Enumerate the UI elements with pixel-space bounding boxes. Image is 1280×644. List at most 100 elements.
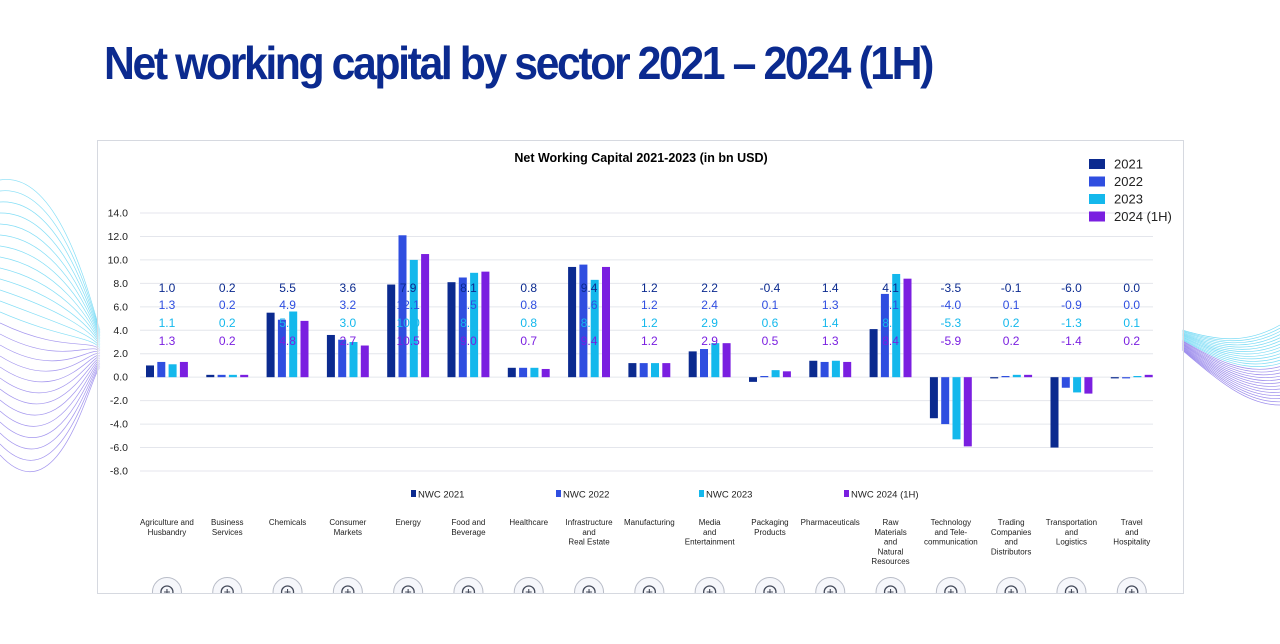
wave-line-left [0, 359, 101, 416]
legend-swatch [1089, 159, 1105, 169]
bar-nwc-2024-1h--cat-5 [481, 271, 490, 378]
data-labels: 1.0 1.3 1.1 1.3 0.2 0.2 0.2 0.2 5.5 4.9 5.6 4.8 3.6 3… [159, 281, 1141, 348]
data-label: 0.2 [1003, 316, 1020, 330]
y-tick-label: 2.0 [113, 348, 128, 360]
data-label: 2.4 [701, 298, 718, 312]
x-category-label: Travel and Hospitality [1113, 518, 1150, 547]
y-tick-label: 8.0 [113, 278, 128, 290]
wave-line-left [0, 358, 101, 405]
wave-line-right [1181, 338, 1280, 365]
bar-nwc-2021-cat-15 [1050, 377, 1059, 448]
x-category-label: Trading Companies and Distributors [991, 518, 1031, 556]
x-category-label: Infrastructure and Real Estate [565, 518, 613, 547]
bar-nwc-2022-cat-1 [217, 374, 226, 378]
box-icon [754, 577, 785, 593]
data-label: 1.2 [641, 316, 658, 330]
data-label: -0.4 [760, 281, 781, 295]
bar-nwc-2022-cat-3 [338, 339, 347, 378]
wave-line-left [0, 201, 101, 334]
data-label: 0.8 [520, 281, 537, 295]
data-label: 0.2 [1123, 334, 1140, 348]
data-label: 0.8 [520, 298, 537, 312]
data-label: 5.6 [279, 316, 296, 330]
bar-nwc-2021-cat-14 [990, 377, 999, 379]
data-label: 0.7 [520, 334, 537, 348]
data-label: 0.1 [1003, 298, 1020, 312]
legend-bottom-swatch [556, 490, 561, 497]
building-icon [574, 577, 605, 593]
bar-nwc-2021-cat-7 [568, 266, 577, 378]
grid-lines [140, 212, 1153, 472]
bar-nwc-2023-cat-11 [831, 360, 840, 378]
data-label: 0.1 [762, 298, 779, 312]
data-label: -0.1 [1001, 281, 1022, 295]
legend-top: 2021 2022 2023 2024 (1H) [1089, 157, 1172, 224]
legend-label: 2021 [1114, 157, 1143, 172]
bar-nwc-2022-cat-8 [639, 363, 648, 378]
data-label: 8.4 [882, 334, 899, 348]
bar-nwc-2023-cat-13 [952, 377, 961, 440]
data-label: 0.2 [219, 281, 236, 295]
data-label: 1.4 [822, 316, 839, 330]
bar-nwc-2021-cat-3 [326, 334, 335, 378]
bar-nwc-2024-1h--cat-11 [843, 361, 852, 378]
wave-line-right [1181, 340, 1280, 373]
bar-nwc-2022-cat-5 [458, 277, 467, 378]
camera-icon [694, 577, 725, 593]
bull-icon [151, 577, 182, 593]
bar-nwc-2024-1h--cat-8 [662, 363, 671, 378]
gear-icon [634, 577, 665, 593]
bar-nwc-2021-cat-2 [266, 312, 275, 378]
wave-line-right [1181, 324, 1280, 340]
bar-nwc-2022-cat-14 [1001, 376, 1010, 378]
data-label: -6.0 [1061, 281, 1082, 295]
bar-nwc-2021-cat-10 [749, 377, 757, 382]
data-label: 1.4 [822, 281, 839, 295]
data-label: 9.4 [581, 281, 598, 295]
wave-line-right [1181, 332, 1280, 346]
data-label: 1.2 [641, 281, 658, 295]
y-tick-label: -6.0 [110, 442, 128, 454]
data-label: 0.5 [762, 334, 779, 348]
legend-swatch [1089, 211, 1105, 222]
data-label: 3.2 [340, 298, 357, 312]
y-tick-label: 12.0 [108, 231, 129, 243]
wave-line-left [0, 223, 101, 337]
x-category-label: Food and Beverage [451, 518, 486, 537]
y-tick-label: -2.0 [110, 395, 128, 407]
y-tick-label: -8.0 [110, 466, 128, 478]
legend-label: 2022 [1114, 174, 1143, 189]
handshake-gear-icon [212, 577, 243, 593]
bar-nwc-2024-1h--cat-9 [722, 343, 731, 378]
data-label: 0.2 [219, 334, 236, 348]
x-category-label: Technology and Tele-communication [924, 518, 978, 547]
bar-nwc-2023-cat-4 [409, 259, 418, 378]
bar-nwc-2024-1h--cat-1 [240, 374, 249, 378]
x-category-label: Manufacturing [624, 518, 675, 527]
x-category-label: Consumer Markets [329, 518, 366, 537]
bar-nwc-2023-cat-1 [228, 374, 237, 378]
bar-nwc-2023-cat-8 [651, 363, 659, 378]
wave-line-right [1181, 343, 1280, 381]
data-label: 1.1 [159, 316, 176, 330]
bar-nwc-2022-cat-0 [157, 361, 166, 378]
wave-line-right [1181, 344, 1280, 384]
bar-nwc-2021-cat-1 [206, 374, 215, 378]
medical-cross-icon [513, 577, 544, 593]
legend-bottom-swatch [411, 490, 416, 497]
wave-line-left [0, 356, 101, 394]
bar-nwc-2024-1h--cat-15 [1084, 377, 1093, 394]
bar-nwc-2021-cat-11 [809, 360, 818, 378]
data-label: 0.2 [1003, 334, 1020, 348]
y-tick-label: 6.0 [113, 301, 128, 313]
x-category-label: Chemicals [269, 518, 306, 527]
wave-line-left [0, 190, 101, 332]
wave-line-left [0, 212, 101, 335]
wave-line-left [0, 344, 101, 362]
wave-line-left [0, 311, 101, 349]
x-category-label: Raw Materials and Natural Resources [871, 518, 909, 566]
data-label: 0.2 [219, 316, 236, 330]
legend-swatch [1089, 194, 1105, 204]
data-label: 10.0 [396, 316, 420, 330]
x-category-label: Pharmaceuticals [801, 518, 860, 527]
